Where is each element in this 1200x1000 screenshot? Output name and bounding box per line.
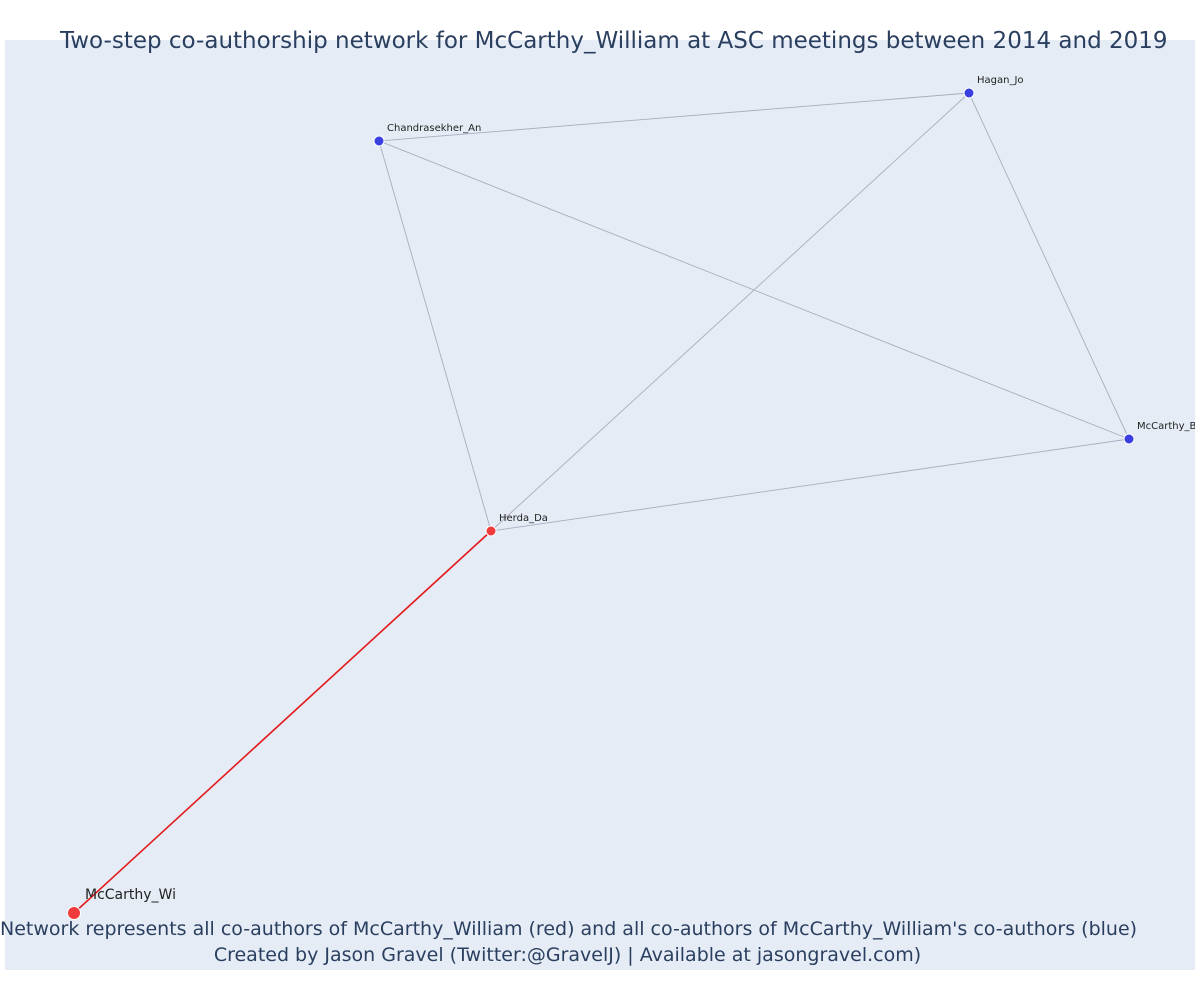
node-label-Herda_Da: Herda_Da — [499, 513, 548, 524]
edge-Herda_Da-McCarthy_Bi — [490, 438, 1130, 532]
node-label-McCarthy_Wi: McCarthy_Wi — [85, 887, 176, 903]
node-label-Hagan_Jo: Hagan_Jo — [977, 75, 1024, 86]
edge-Chandrasekher_An-Hagan_Jo — [378, 92, 970, 142]
caption-line-2: Created by Jason Gravel (Twitter:@Gravel… — [213, 944, 922, 966]
plot-area: McCarthy_Wi Herda_Da Chandrasekher_An Hagan… — [5, 40, 1195, 970]
chart-title: Two-step co-authorship network for McCar… — [60, 28, 1168, 54]
edge-Herda_Da-Hagan_Jo — [490, 92, 970, 532]
edge-Chandrasekher_An-McCarthy_Bi — [378, 140, 1130, 440]
node-Herda_Da[interactable] — [485, 525, 497, 537]
node-McCarthy_Wi[interactable] — [67, 906, 81, 920]
node-McCarthy_Bi[interactable] — [1123, 433, 1135, 445]
caption-line-1: Network represents all co-authors of McC… — [0, 918, 1138, 940]
node-Chandrasekher_An[interactable] — [373, 135, 385, 147]
node-label-McCarthy_Bi: McCarthy_Bi — [1137, 421, 1195, 432]
edge-McCarthy_Wi-Herda_Da — [73, 530, 492, 914]
edge-Hagan_Jo-McCarthy_Bi — [968, 92, 1130, 440]
node-label-Chandrasekher_An: Chandrasekher_An — [387, 123, 481, 134]
edge-Herda_Da-Chandrasekher_An — [378, 140, 492, 532]
node-Hagan_Jo[interactable] — [963, 87, 975, 99]
network-graph: McCarthy_Wi Herda_Da Chandrasekher_An Hagan… — [67, 75, 1195, 920]
